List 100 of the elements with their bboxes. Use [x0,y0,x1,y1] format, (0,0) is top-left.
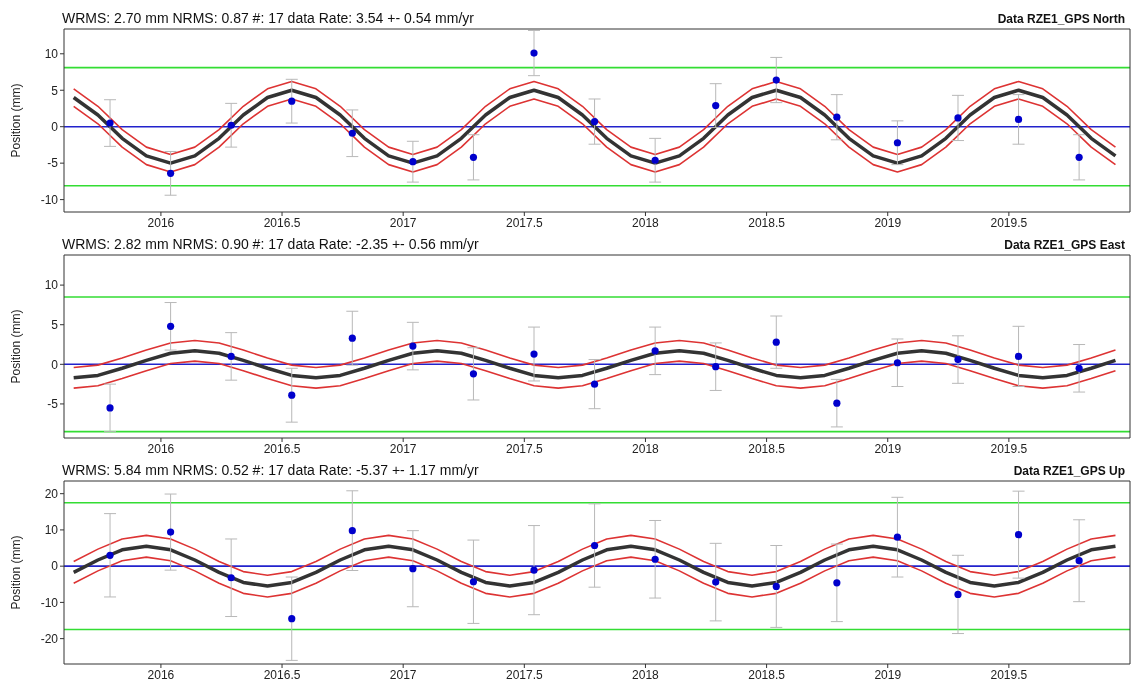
y-axis-title: Position (mm) [9,535,24,610]
x-tick-label: 2017 [389,215,417,230]
point [227,574,235,582]
point [712,101,720,110]
point [106,119,114,127]
point [227,121,235,129]
y-tick-label: 10 [44,278,59,293]
point [590,117,599,126]
point [409,158,417,166]
y-tick-label: -10 [40,595,59,610]
x-tick-label: 2017.5 [505,441,543,456]
point [167,169,175,177]
point [833,579,841,587]
point [530,566,538,574]
x-tick-label: 2018.5 [748,441,786,456]
x-tick-label: 2019.5 [990,215,1028,230]
point [469,370,478,378]
point [893,139,902,147]
point [288,97,296,105]
x-tick-label: 2018 [632,667,660,682]
x-tick-label: 2017.5 [505,215,543,230]
x-tick-label: 2016.5 [263,441,301,456]
point [712,363,720,371]
point [712,578,720,586]
point [833,113,841,121]
point [893,533,902,541]
chart-subtitle: Data RZE1_GPS North [997,12,1125,26]
chart-title: WRMS: 2.82 mm NRMS: 0.90 #: 17 data Rate: -2.35 +- 0.56 mm/yr [62,236,479,252]
y-tick-label: 0 [51,357,59,372]
y-tick-label: -20 [40,631,59,646]
line-series [71,88,1118,165]
chart-subtitle: Data RZE1_GPS East [1004,238,1125,252]
point [1075,557,1083,565]
point [651,347,659,355]
x-tick-label: 2019 [874,441,902,456]
point [772,76,780,84]
y-tick-label: 10 [44,523,59,538]
chart-title: WRMS: 2.70 mm NRMS: 0.87 #: 17 data Rate: 3.54 +- 0.54 mm/yr [62,10,474,26]
line-series [71,544,1118,588]
x-tick-label: 2016 [147,667,175,682]
y-tick-label: -5 [47,156,59,171]
x-tick-label: 2019 [874,667,902,682]
point [167,528,175,536]
line-series [71,349,1118,380]
point [954,114,962,122]
y-tick-label: 10 [44,47,59,62]
x-tick-label: 2016.5 [263,667,301,682]
line-series [72,360,1117,389]
point [1075,364,1083,372]
point [469,153,478,161]
point [530,49,538,57]
point [106,551,114,559]
point [348,334,356,342]
point [227,352,235,360]
x-tick-label: 2019.5 [990,667,1028,682]
point [530,350,538,358]
point [106,404,114,412]
chart-title: WRMS: 5.84 mm NRMS: 0.52 #: 17 data Rate: -5.37 +- 1.17 mm/yr [62,462,479,478]
point [772,338,780,346]
line-series [72,556,1117,598]
point [348,527,356,535]
y-axis-title: Position (mm) [9,83,24,158]
line-series [72,339,1117,369]
line-series [72,534,1117,577]
x-tick-label: 2016.5 [263,215,301,230]
point [954,590,962,599]
x-tick-label: 2018 [632,441,660,456]
point [469,578,478,586]
x-tick-label: 2016 [147,215,175,230]
point [651,555,659,563]
point [409,565,417,573]
point [1014,531,1023,539]
x-tick-label: 2018.5 [748,667,786,682]
chart-subtitle: Data RZE1_GPS Up [1013,464,1125,478]
point [590,380,599,388]
point [1014,352,1023,360]
x-tick-label: 2019 [874,215,902,230]
x-tick-label: 2019.5 [990,441,1028,456]
x-tick-label: 2017 [389,441,417,456]
point [409,342,417,350]
point [288,615,296,623]
x-tick-label: 2017 [389,667,417,682]
point [1014,115,1023,124]
y-tick-label: 5 [51,317,59,332]
point [288,391,296,399]
point [651,156,659,164]
x-tick-label: 2017.5 [505,667,543,682]
y-tick-label: 5 [51,83,59,98]
y-tick-label: 0 [51,119,59,134]
y-tick-label: -10 [40,192,59,207]
x-tick-label: 2018.5 [748,215,786,230]
y-axis-title: Position (mm) [9,309,24,384]
x-tick-label: 2018 [632,215,660,230]
point [772,582,780,591]
y-tick-label: 0 [51,559,59,574]
point [893,359,902,367]
x-tick-label: 2016 [147,441,175,456]
point [167,322,175,330]
point [590,541,599,550]
point [348,129,356,137]
